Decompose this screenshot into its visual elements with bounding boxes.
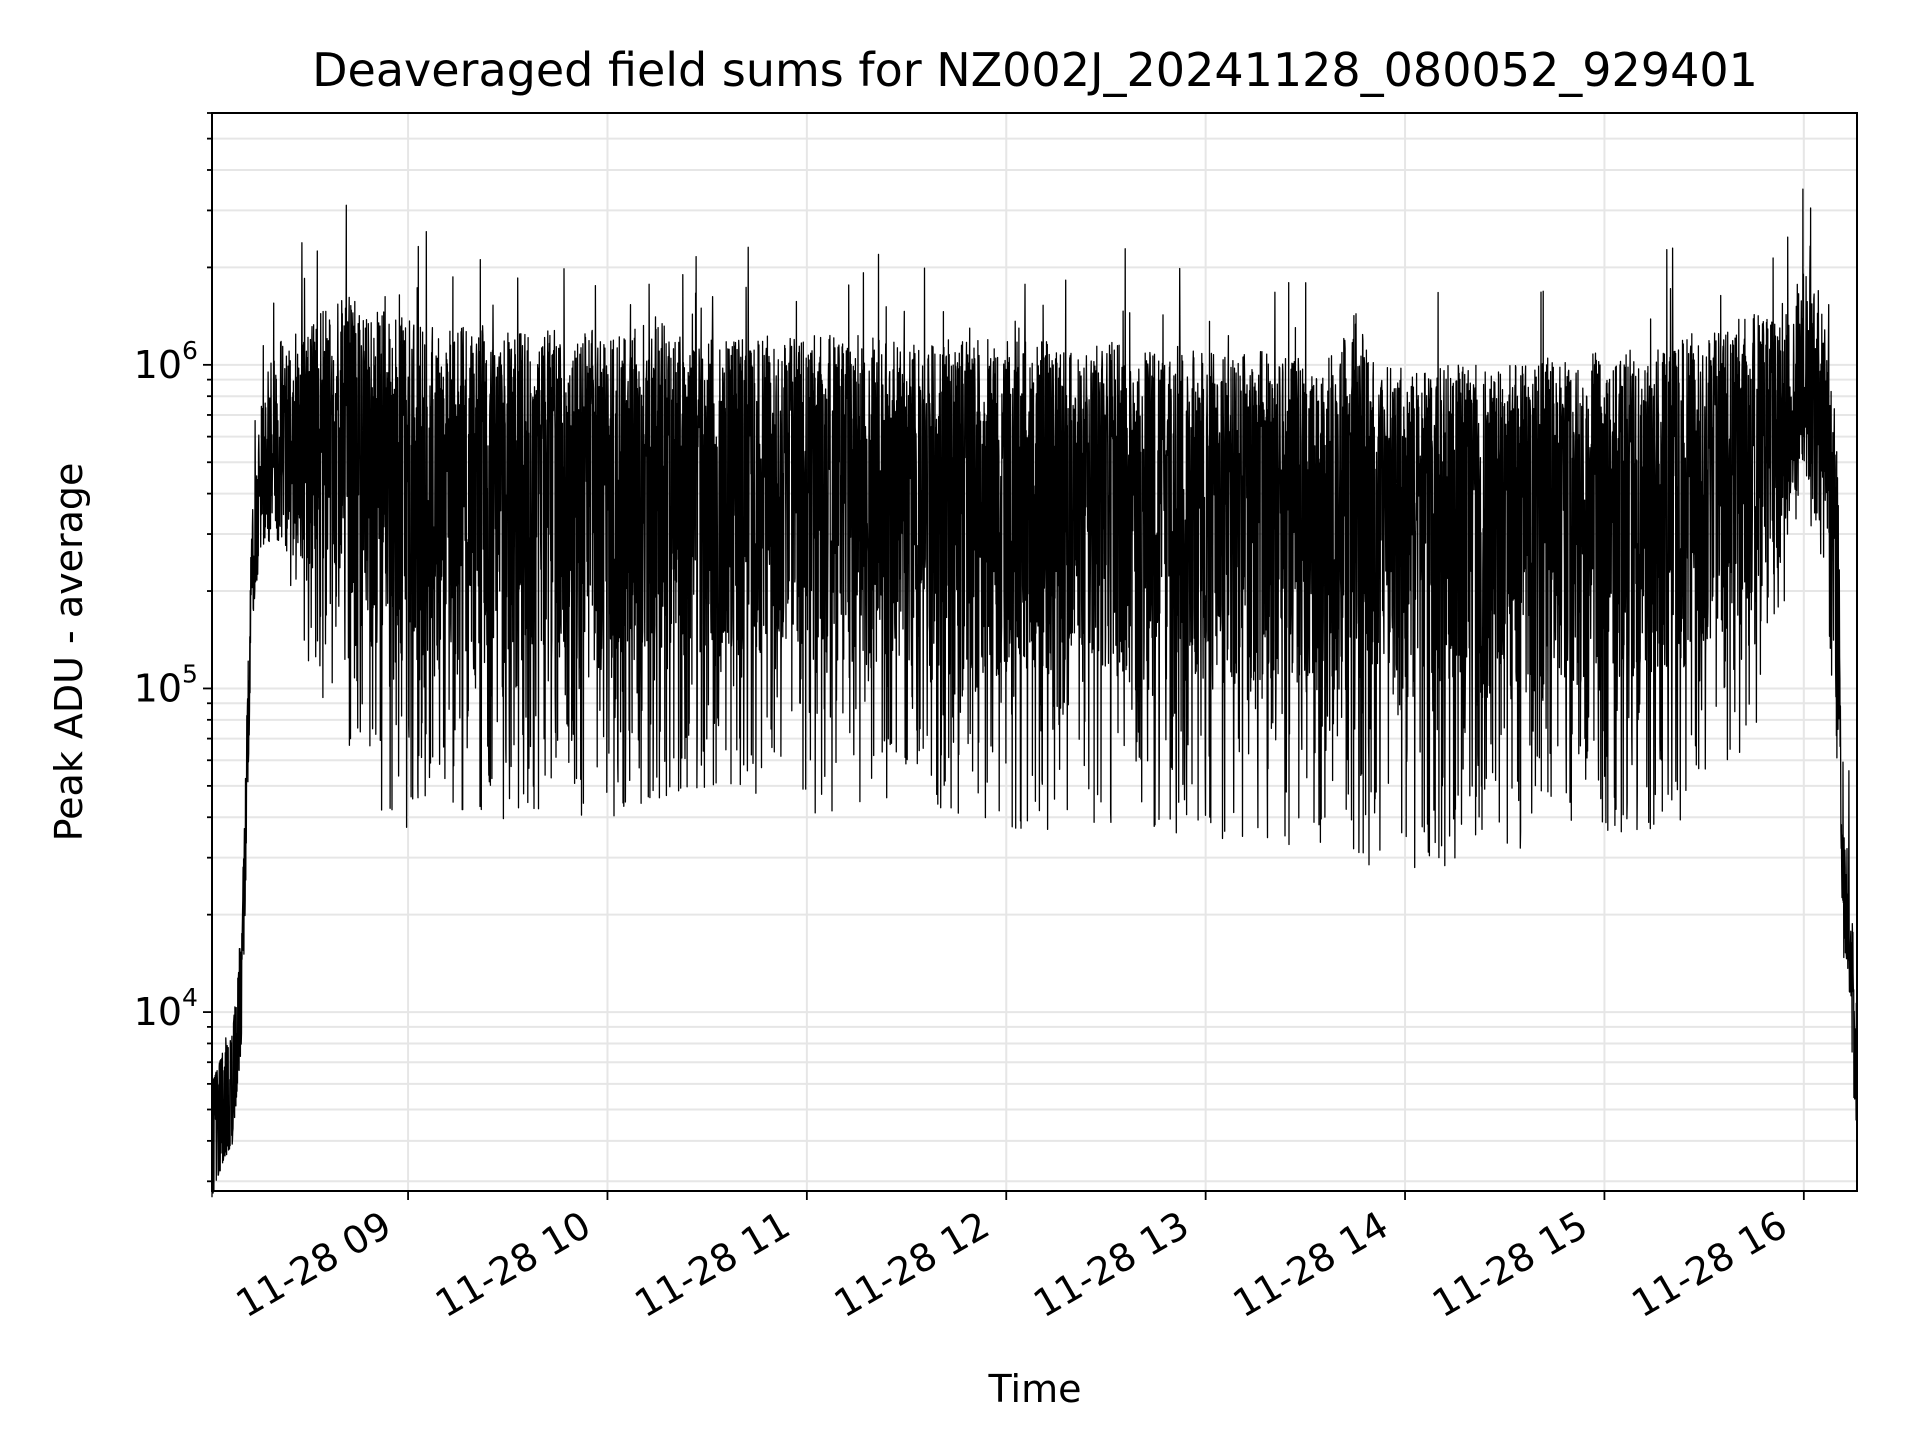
plot-area (211, 188, 1858, 1198)
axes-frame (211, 112, 1858, 1192)
y-tick-label: 10 (134, 343, 182, 387)
y-tick-exponent: 5 (182, 659, 198, 688)
series-line (211, 188, 1858, 1198)
y-axis-label: Peak ADU - average (47, 463, 91, 842)
chart-title: Deaveraged field sums for NZ002J_2024112… (312, 43, 1758, 97)
y-tick-exponent: 6 (182, 336, 198, 365)
y-tick-exponent: 4 (182, 983, 198, 1012)
y-tick-label: 10 (134, 666, 182, 710)
x-axis-label: Time (988, 1367, 1082, 1411)
y-tick-label: 10 (134, 990, 182, 1034)
